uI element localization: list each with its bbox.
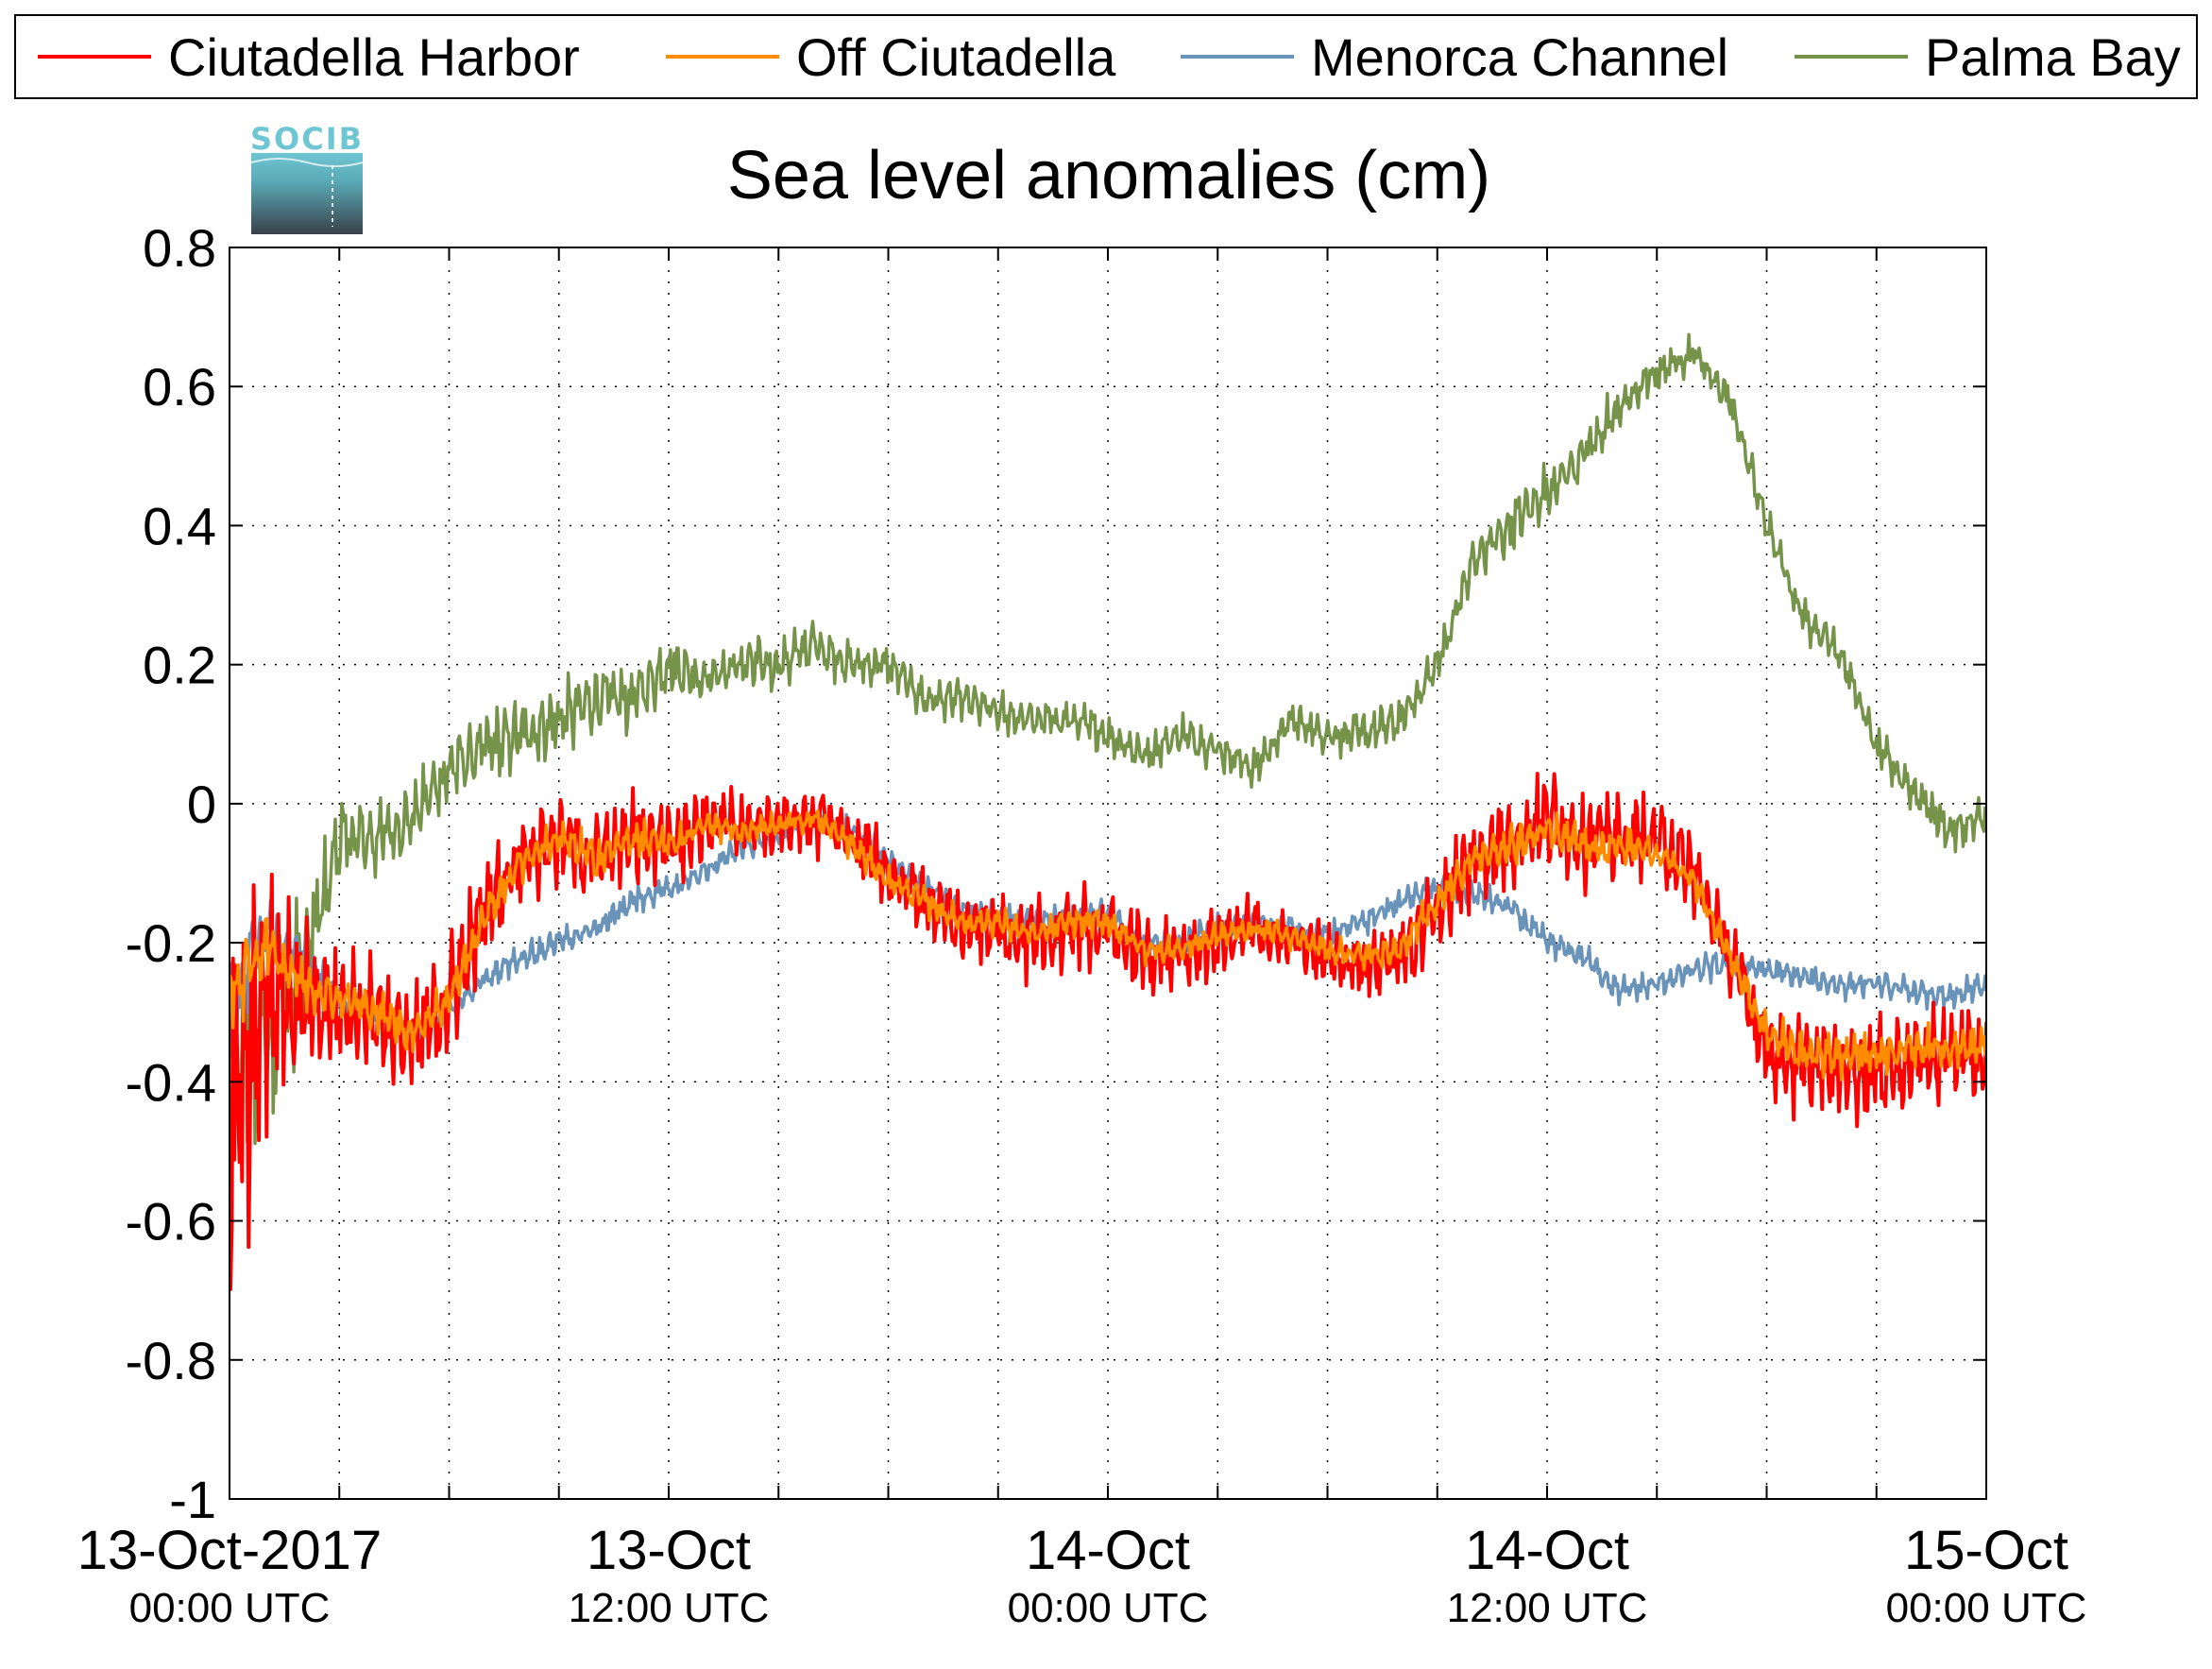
legend-label: Menorca Channel (1311, 27, 1728, 87)
x-tick-sublabel: 00:00 UTC (1008, 1585, 1209, 1631)
y-tick-label: -0.2 (126, 913, 217, 973)
x-tick-label: 14-Oct (1465, 1520, 1629, 1581)
x-tick-label: 13-Oct-2017 (77, 1520, 382, 1581)
y-tick-label: 0 (187, 775, 216, 834)
x-tick-sublabel: 12:00 UTC (569, 1585, 770, 1631)
x-tick-sublabel: 12:00 UTC (1447, 1585, 1648, 1631)
y-tick-label: 0.4 (143, 496, 216, 555)
legend-label: Ciutadella Harbor (168, 27, 580, 87)
x-tick-label: 14-Oct (1026, 1520, 1190, 1581)
y-axis: -1 -0.8 -0.6 -0.4 -0.2 0 0.2 0.4 0.6 0.8 (126, 218, 1986, 1529)
y-tick-label: 0.8 (143, 218, 216, 278)
y-tick-label: 0.2 (143, 636, 216, 695)
x-tick-label: 13-Oct (587, 1520, 751, 1581)
legend-label: Palma Bay (1925, 27, 2181, 87)
legend-items: Ciutadella Harbor Off Ciutadella Menorca C… (38, 27, 2181, 87)
x-tick-sublabel: 00:00 UTC (1886, 1585, 2087, 1631)
series-line-palma-bay (230, 332, 1986, 1165)
logo-text: SOCIB (250, 121, 364, 157)
socib-logo: SOCIB (250, 121, 364, 234)
legend: Ciutadella Harbor Off Ciutadella Menorca C… (14, 14, 2198, 99)
chart-title: Sea level anomalies (cm) (727, 138, 1490, 213)
x-tick-label: 15-Oct (1904, 1520, 2068, 1581)
series-layer (230, 332, 1986, 1291)
y-tick-label: -1 (169, 1470, 216, 1529)
series-line-off-ciutadella (230, 809, 1986, 1082)
grid-lines (230, 247, 1986, 1499)
logo-wave-icon (250, 158, 364, 167)
y-tick-label: -0.4 (126, 1052, 217, 1112)
plot-area (230, 247, 1986, 1499)
y-tick-label: -0.8 (126, 1331, 217, 1390)
legend-label: Off Ciutadella (796, 27, 1116, 87)
y-tick-label: 0.6 (143, 357, 216, 417)
y-tick-label: -0.6 (126, 1192, 217, 1252)
x-tick-sublabel: 00:00 UTC (129, 1585, 331, 1631)
